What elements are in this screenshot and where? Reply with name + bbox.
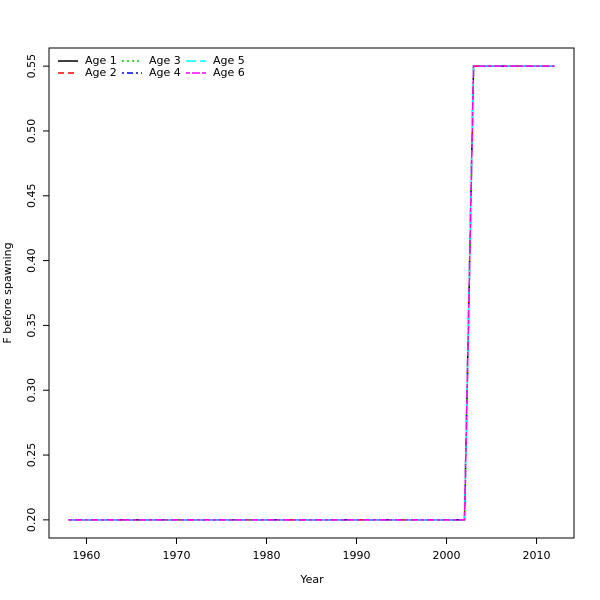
legend-label: Age 2 [85, 66, 117, 79]
y-tick-label: 0.25 [25, 443, 38, 468]
x-axis-label: Year [299, 573, 324, 586]
x-tick-label: 1980 [252, 549, 280, 562]
y-tick-label: 0.35 [25, 313, 38, 338]
y-tick-label: 0.45 [25, 184, 38, 209]
y-tick-label: 0.30 [25, 378, 38, 403]
x-tick-label: 1960 [72, 549, 100, 562]
series-line [68, 65, 555, 521]
y-tick-label: 0.50 [25, 119, 38, 144]
y-tick-label: 0.40 [25, 248, 38, 273]
x-tick-label: 2000 [433, 549, 461, 562]
y-axis-label: F before spawning [1, 242, 14, 343]
x-tick-label: 1970 [162, 549, 190, 562]
x-tick-label: 1990 [343, 549, 371, 562]
legend-label: Age 4 [149, 66, 181, 79]
legend-label: Age 5 [213, 54, 245, 67]
legend-label: Age 3 [149, 54, 181, 67]
y-tick-label: 0.20 [25, 508, 38, 533]
y-tick-label: 0.55 [25, 54, 38, 79]
plot-frame [48, 47, 575, 539]
legend-label: Age 1 [85, 54, 117, 67]
x-tick-label: 2010 [523, 549, 551, 562]
legend-label: Age 6 [213, 66, 245, 79]
